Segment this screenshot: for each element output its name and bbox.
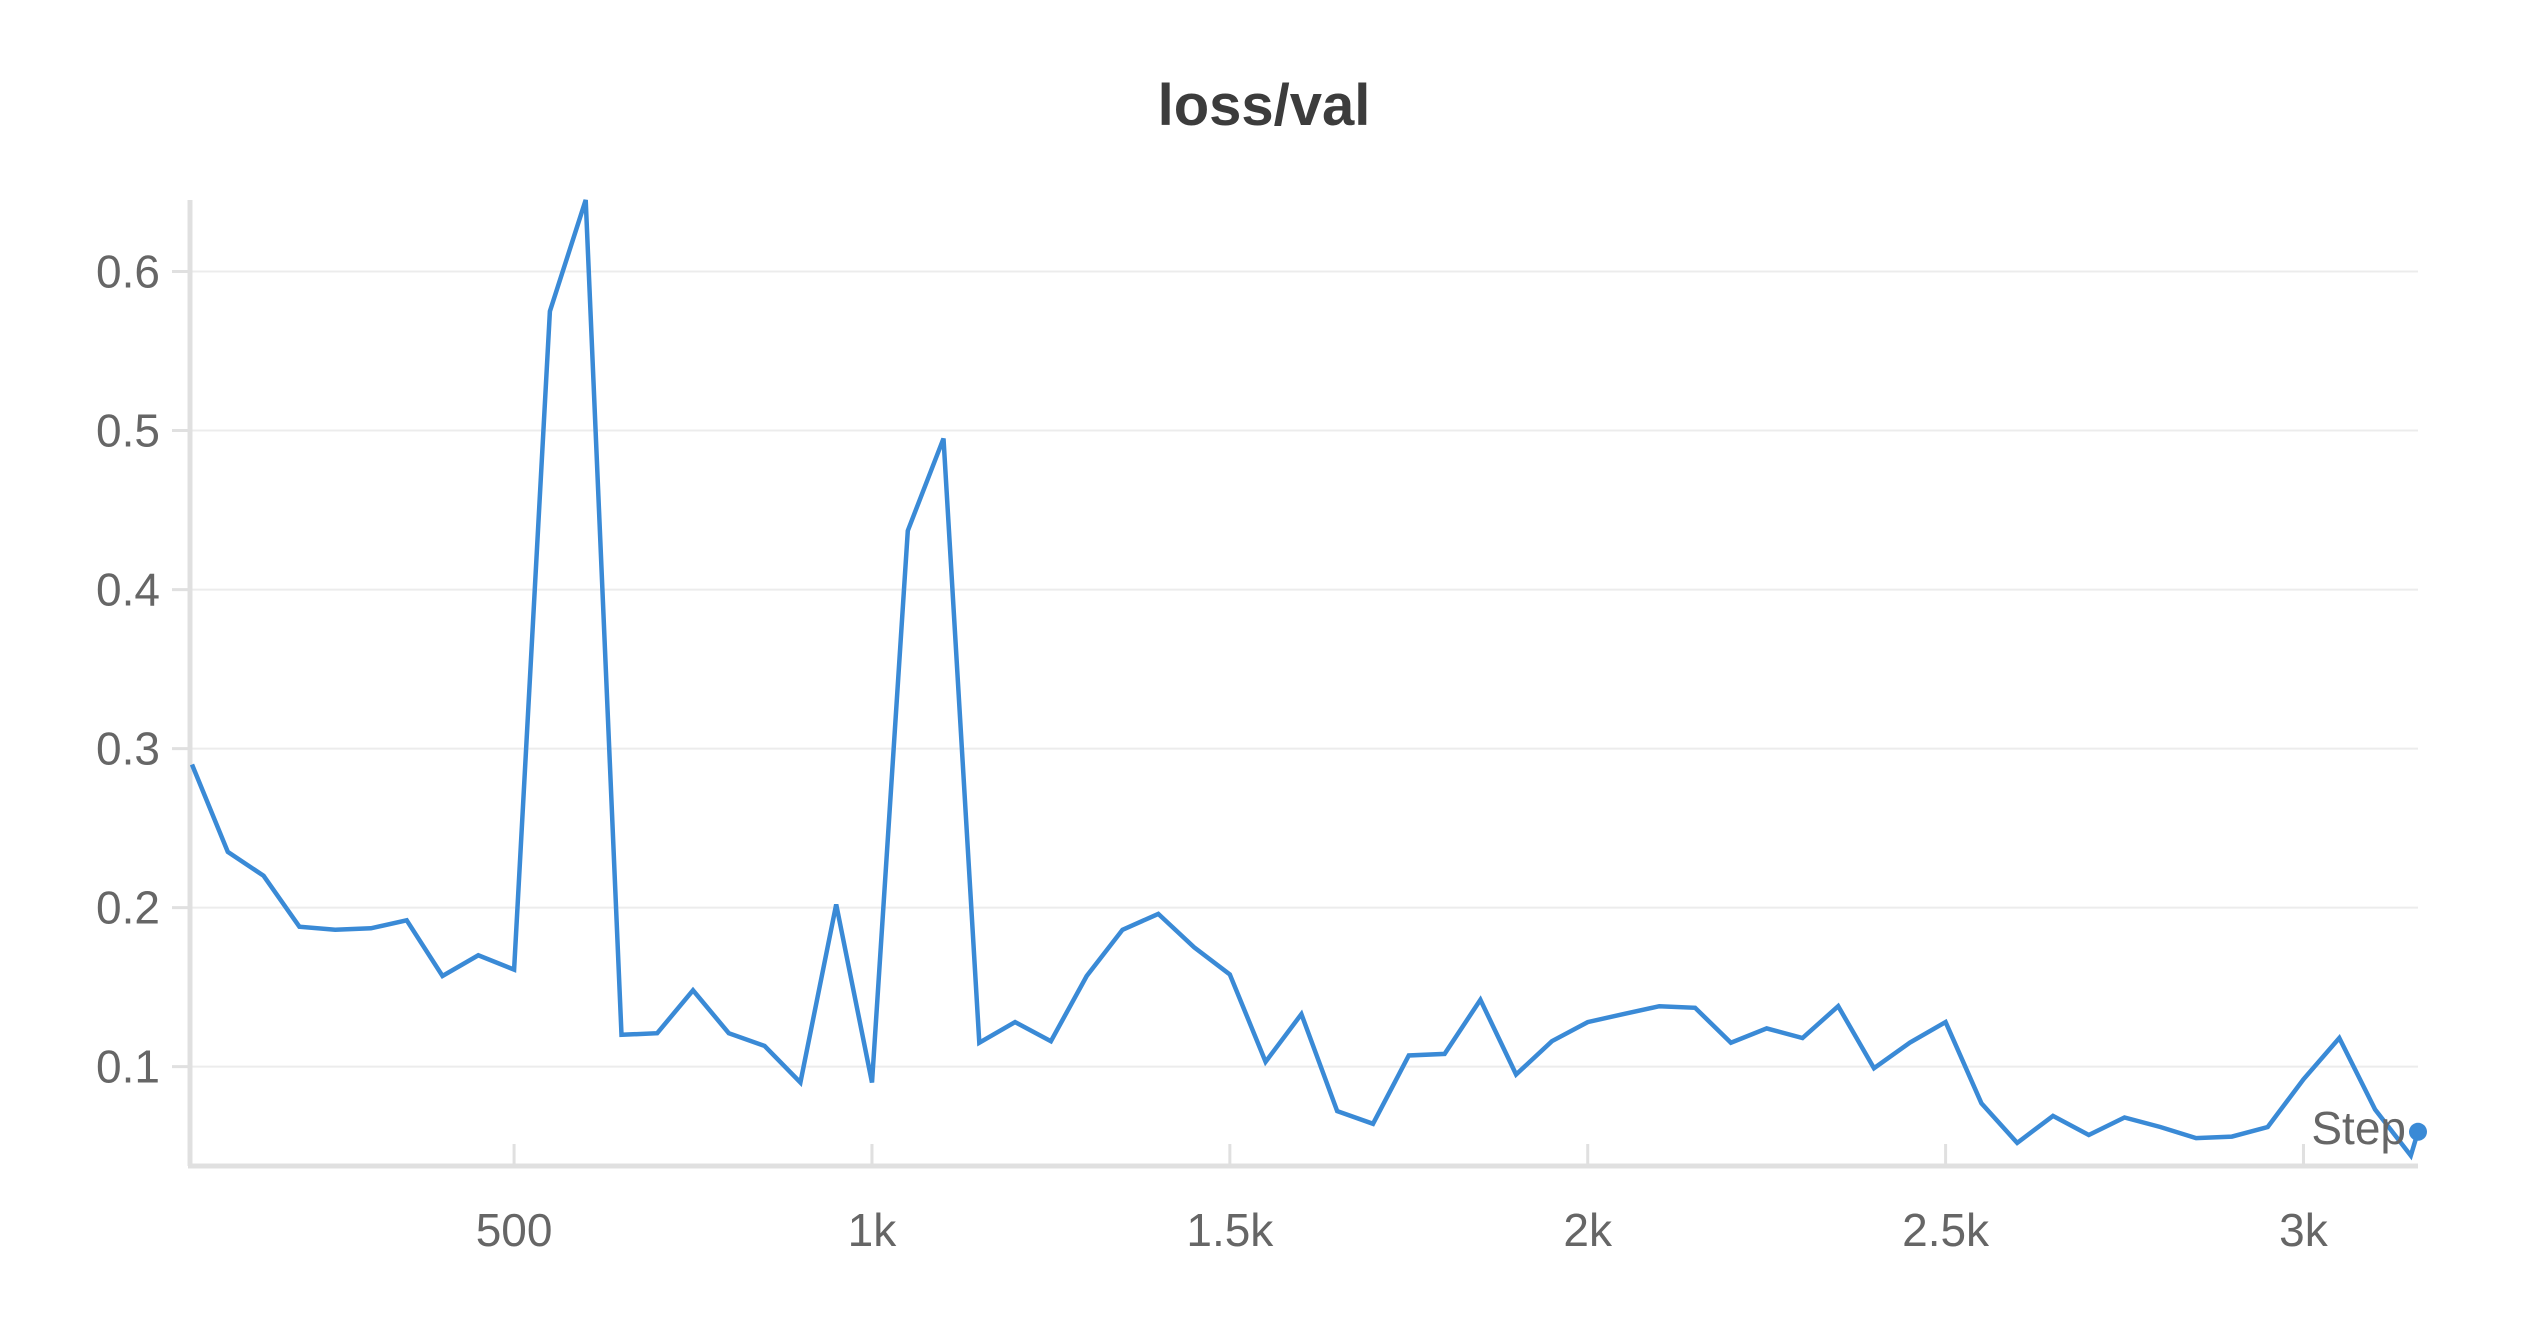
y-tick-label: 0.6 (96, 246, 160, 298)
x-tick-label: 500 (476, 1204, 553, 1256)
x-tick-label: 2k (1563, 1204, 1613, 1256)
x-tick-label: 1k (848, 1204, 898, 1256)
x-tick-label: 1.5k (1186, 1204, 1274, 1256)
x-tick-label: 2.5k (1902, 1204, 1990, 1256)
series (189, 199, 2427, 1161)
y-tick-label: 0.4 (96, 564, 160, 616)
y-tick-label: 0.5 (96, 405, 160, 457)
ticks: 0.1 0.2 0.3 0.4 0.5 0.6 500 1k 1.5k 2k 2.5k 3k (96, 246, 2329, 1256)
last-point-marker (2409, 1122, 2427, 1141)
y-tick-label: 0.3 (96, 723, 160, 775)
y-tick-label: 0.2 (96, 882, 160, 934)
axes (187, 200, 2418, 1169)
gridlines (190, 270, 2418, 1068)
y-tick-label: 0.1 (96, 1041, 160, 1093)
series-line (189, 199, 2421, 1161)
x-axis-label: Step (2311, 1102, 2406, 1154)
x-tick-label: 3k (2279, 1204, 2329, 1256)
chart-title: loss/val (1157, 73, 1371, 138)
